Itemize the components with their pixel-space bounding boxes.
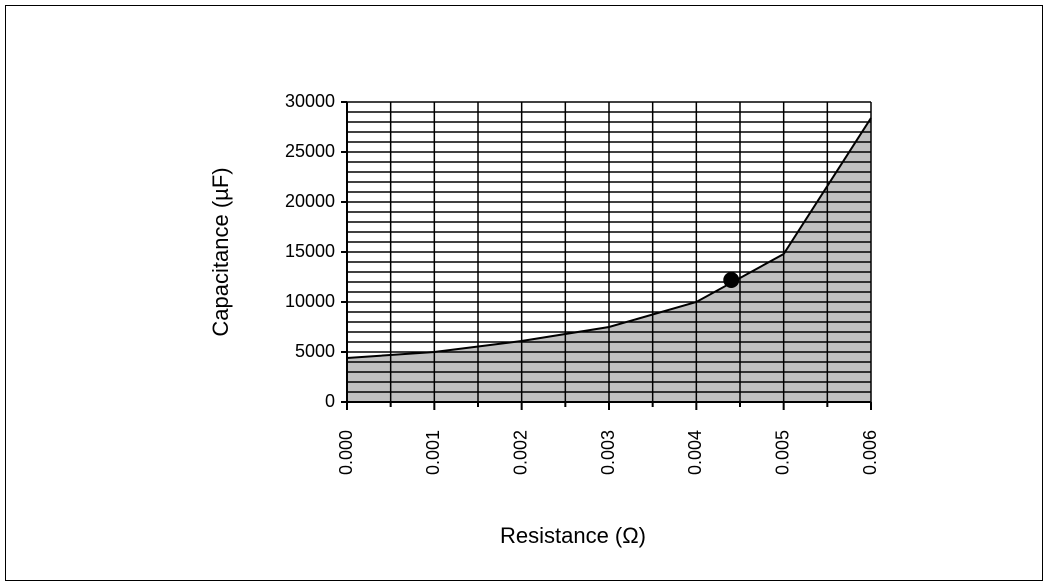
frame xyxy=(5,5,1043,581)
x-tick-label: 0.004 xyxy=(685,430,705,475)
marker xyxy=(723,272,740,288)
x-axis-title: Resistance (Ω) xyxy=(500,523,646,548)
x-tick-label: 0.003 xyxy=(598,430,618,475)
y-tick-label: 5000 xyxy=(295,341,335,361)
x-tick-label: 0.005 xyxy=(772,430,792,475)
y-tick-label: 20000 xyxy=(285,191,335,211)
x-tick-label: 0.000 xyxy=(336,430,356,475)
y-axis-title: Capacitance (µF) xyxy=(208,167,233,336)
y-tick-label: 30000 xyxy=(285,91,335,111)
y-tick-label: 15000 xyxy=(285,241,335,261)
y-tick-label: 10000 xyxy=(285,291,335,311)
y-tick-label: 25000 xyxy=(285,141,335,161)
y-tick-label: 0 xyxy=(325,391,335,411)
x-tick-label: 0.002 xyxy=(510,430,530,475)
area-line xyxy=(346,117,872,359)
x-tick-label: 0.001 xyxy=(423,430,443,475)
x-tick-label: 0.006 xyxy=(860,430,880,475)
